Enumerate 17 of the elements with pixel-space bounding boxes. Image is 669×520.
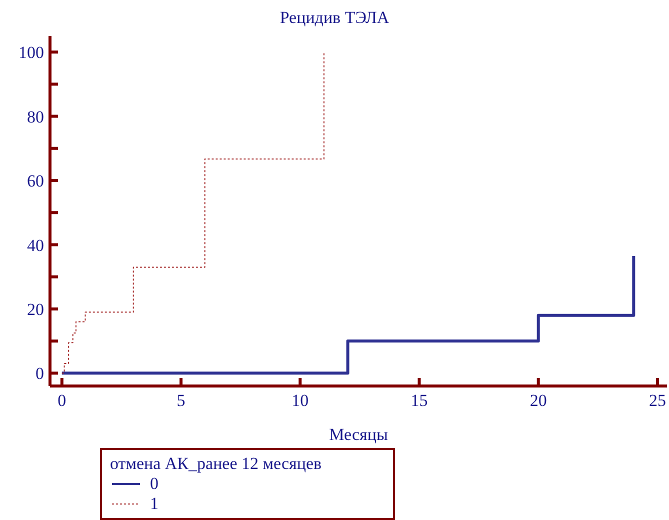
y-tick-label: 20 — [27, 300, 44, 319]
x-tick-label: 5 — [176, 391, 186, 410]
y-tick-label: 0 — [36, 364, 44, 384]
legend-label: 0 — [150, 474, 158, 494]
x-tick-label: 20 — [530, 391, 547, 410]
x-axis-title: Месяцы — [329, 425, 388, 444]
x-tick-label: 0 — [58, 391, 66, 410]
x-tick-label: 10 — [292, 391, 309, 410]
x-tick-label: 25 — [648, 391, 666, 410]
legend-label: 1 — [150, 494, 158, 514]
chart-title: Рецидив ТЭЛА — [278, 8, 390, 28]
y-tick-label: 100 — [18, 43, 44, 62]
legend-title: отмена АК_ранее 12 месяцев — [110, 454, 323, 474]
y-tick-label: 80 — [27, 107, 44, 126]
y-tick-label: 40 — [27, 236, 44, 255]
x-tick-label: 15 — [410, 391, 428, 410]
y-tick-label: 60 — [27, 172, 44, 191]
